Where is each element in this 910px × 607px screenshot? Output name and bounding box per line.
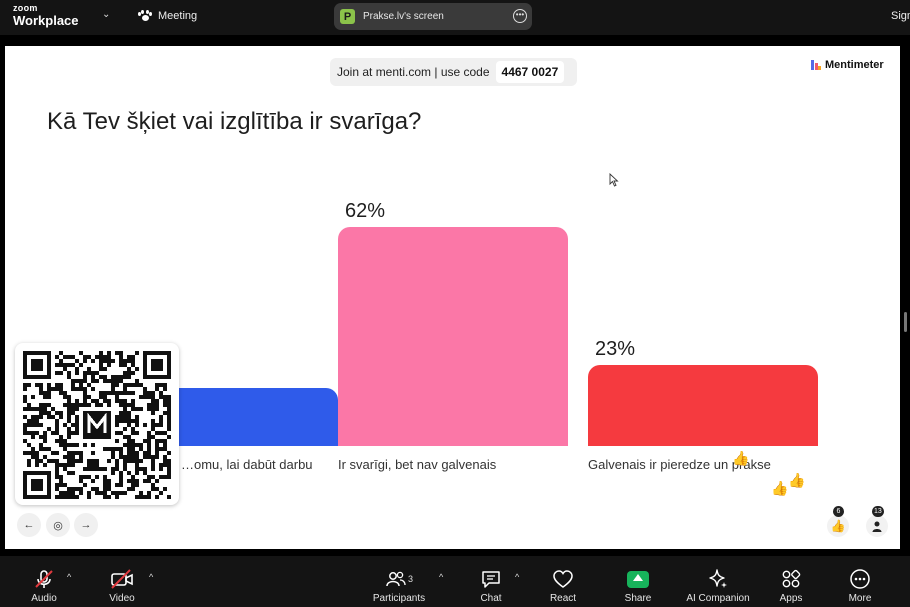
- mentimeter-logo-text: Mentimeter: [825, 59, 884, 71]
- more-label: More: [848, 593, 872, 604]
- join-text: Join at menti.com | use code: [337, 65, 490, 79]
- ai-companion-button[interactable]: AI Companion: [683, 568, 753, 604]
- audience-counter[interactable]: 13: [866, 506, 888, 537]
- previous-slide-button[interactable]: ←: [17, 513, 41, 537]
- join-code: 4467 0027: [495, 61, 565, 83]
- meeting-menu[interactable]: Meeting: [138, 10, 197, 22]
- ai-companion-label: AI Companion: [686, 593, 750, 604]
- video-label: Video: [109, 593, 135, 604]
- mouse-cursor-icon: [609, 173, 619, 187]
- react-label: React: [549, 593, 577, 604]
- brand-large-text: Workplace: [13, 13, 79, 28]
- thumbs-up-icon: 👍: [830, 519, 846, 533]
- participants-count: 3: [407, 574, 413, 584]
- resize-handle[interactable]: [904, 312, 907, 332]
- qr-code: [23, 351, 171, 499]
- chat-button[interactable]: Chat: [456, 568, 526, 604]
- chat-options-caret-icon[interactable]: ^: [515, 572, 520, 582]
- participants-options-caret-icon[interactable]: ^: [439, 572, 444, 582]
- person-icon: [872, 521, 882, 532]
- bar-2: [338, 226, 568, 446]
- participants-icon: 3: [385, 568, 413, 590]
- sparkle-icon: [707, 568, 729, 590]
- bar-2-value-label: 62%: [345, 199, 386, 222]
- bar-2-category-label: Ir svarīgi, bet nav galvenais: [338, 457, 497, 472]
- microphone-muted-icon: [33, 568, 55, 590]
- audio-button[interactable]: Audio: [9, 568, 79, 604]
- audio-label: Audio: [31, 593, 57, 604]
- share-label: Share: [624, 593, 652, 604]
- thumbs-up-reaction-icon: 👍: [732, 450, 750, 466]
- share-title: Prakse.lv's screen: [363, 11, 444, 22]
- audience-count-badge: 13: [872, 506, 884, 517]
- more-button[interactable]: More: [825, 568, 895, 604]
- bar-3: [588, 364, 818, 446]
- pin-button[interactable]: ◎: [46, 513, 70, 537]
- zoom-meeting-toolbar: Audio ^ Video ^ 3 Participants ^: [0, 556, 910, 607]
- apps-button[interactable]: Apps: [756, 568, 826, 604]
- bar-1-category-label: …omu, lai dabūt darbu: [181, 457, 313, 472]
- shared-screen: Join at menti.com | use code 4467 0027 M…: [5, 46, 900, 549]
- question-title: Kā Tev šķiet vai izglītība ir svarīga?: [47, 108, 422, 135]
- react-button[interactable]: React: [528, 568, 598, 604]
- join-instructions: Join at menti.com | use code 4467 0027: [330, 58, 577, 86]
- screen-share-indicator[interactable]: P Prakse.lv's screen •••: [334, 3, 532, 30]
- apps-label: Apps: [779, 593, 803, 604]
- audio-options-caret-icon[interactable]: ^: [67, 572, 72, 582]
- camera-off-icon: [110, 568, 134, 590]
- share-screen-icon: [627, 568, 649, 590]
- chevron-down-icon[interactable]: ⌄: [102, 9, 111, 20]
- thumbs-up-reaction-icon: 👍: [771, 480, 789, 496]
- reactions-count-badge: 6: [833, 506, 844, 517]
- qr-code-panel[interactable]: [15, 343, 179, 505]
- chat-icon: [480, 568, 502, 590]
- meeting-label: Meeting: [158, 10, 198, 22]
- participants-button[interactable]: 3 Participants: [364, 568, 434, 604]
- bar-3-category-label: Galvenais ir pieredze un prakse: [588, 457, 771, 472]
- more-options-icon[interactable]: •••: [513, 9, 527, 23]
- mentimeter-mark-icon: [811, 60, 821, 70]
- chat-label: Chat: [480, 593, 502, 604]
- prakse-app-icon: P: [340, 9, 355, 24]
- video-button[interactable]: Video: [87, 568, 157, 604]
- video-options-caret-icon[interactable]: ^: [149, 572, 154, 582]
- participants-label: Participants: [372, 593, 426, 604]
- thumbs-up-reaction-icon: 👍: [788, 472, 806, 488]
- bar-3-value-label: 23%: [595, 337, 636, 360]
- zoom-workplace-logo[interactable]: zoom Workplace: [13, 3, 79, 28]
- sign-button[interactable]: Sign: [891, 10, 910, 22]
- more-dots-icon: [849, 568, 871, 590]
- next-slide-button[interactable]: →: [74, 513, 98, 537]
- zoom-top-bar: zoom Workplace ⌄ Meeting P Prakse.lv's s…: [0, 0, 910, 35]
- share-button[interactable]: Share: [603, 568, 673, 604]
- heart-icon: [552, 568, 574, 590]
- apps-icon: [780, 568, 802, 590]
- mentimeter-logo: Mentimeter: [811, 59, 884, 71]
- reactions-counter[interactable]: 6 👍: [827, 506, 849, 537]
- brand-small-text: zoom: [13, 3, 38, 13]
- paw-icon: [138, 10, 152, 22]
